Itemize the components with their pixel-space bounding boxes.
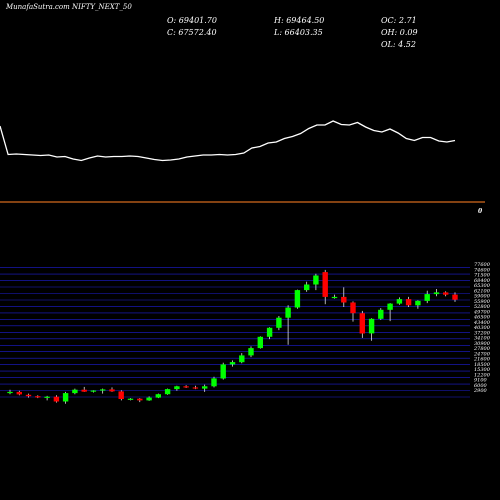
candle-body — [443, 292, 449, 295]
candle-body — [81, 389, 87, 392]
ohlc-ol: OL: 4.52 — [381, 40, 416, 49]
y-tick-label: 49700 — [473, 309, 491, 315]
candle-body — [220, 364, 226, 379]
candle-body — [304, 284, 310, 291]
y-tick-label: 30900 — [474, 341, 491, 347]
ohlc-open: O: 69401.70 — [167, 16, 217, 25]
candle-body — [7, 391, 13, 394]
candle-body — [146, 397, 152, 401]
ohlc-oh: OH: 0.09 — [381, 28, 418, 37]
candle-body — [350, 302, 356, 314]
candle-body — [452, 294, 458, 300]
ohlc-high: H: 69464.50 — [274, 16, 325, 25]
candle-body — [164, 389, 171, 395]
y-tick-label: 9100 — [474, 378, 488, 384]
candle-body — [192, 387, 199, 389]
y-tick-label: 52800 — [474, 304, 491, 310]
symbol-name: NIFTY_NEXT_50 — [72, 3, 132, 11]
candle-body — [16, 391, 22, 395]
site-watermark: MunafaSutra.com NIFTY_NEXT_50 — [6, 3, 132, 11]
site-name: MunafaSutra.com — [6, 3, 70, 11]
candle-body — [35, 396, 41, 398]
candle-body — [25, 394, 32, 397]
candle-body — [257, 336, 263, 349]
candle-body — [202, 386, 208, 389]
candle-body — [266, 327, 273, 337]
candle-body — [211, 378, 217, 387]
candle-body — [109, 389, 115, 392]
y-tick-label: 65300 — [474, 283, 491, 289]
y-tick-label: 18500 — [474, 362, 491, 368]
candle-body — [424, 294, 430, 301]
candle-body — [313, 275, 319, 285]
candle-body — [294, 290, 301, 308]
candle-body — [378, 309, 384, 319]
y-tick-label: 62100 — [474, 288, 491, 294]
candle-body — [322, 272, 328, 297]
y-tick-label: 68400 — [474, 278, 491, 284]
candle-body — [183, 386, 189, 388]
candle-body — [127, 398, 134, 400]
candle-body — [359, 313, 365, 334]
candle-body — [90, 390, 97, 392]
candle-body — [118, 391, 124, 399]
ohlc-oc: OC: 2.71 — [381, 16, 417, 25]
y-tick-label: 55900 — [474, 299, 491, 305]
candle-body — [174, 386, 180, 390]
candle-body — [405, 299, 412, 306]
y-tick-label: 40300 — [473, 325, 491, 331]
y-tick-label: 15300 — [474, 367, 491, 373]
y-tick-label: 6000 — [474, 383, 488, 389]
y-tick-label: 43400 — [473, 320, 491, 326]
y-tick-label: 34100 — [474, 336, 491, 342]
candle-body — [137, 398, 143, 401]
candle-body — [72, 389, 78, 394]
candle-body — [248, 348, 254, 356]
y-tick-label: 37200 — [474, 330, 491, 336]
y-tick-label: 21600 — [473, 357, 491, 363]
y-tick-label: 2900 — [473, 388, 488, 394]
y-tick-label: 59000 — [474, 294, 491, 300]
candle-body — [341, 296, 347, 303]
indicator-line — [0, 120, 456, 162]
candle-body — [239, 355, 245, 363]
y-tick-label: 71500 — [474, 273, 491, 279]
candle-body — [155, 394, 161, 398]
candle-body — [396, 299, 403, 304]
y-tick-label: 46500 — [473, 315, 491, 321]
candle-body — [285, 307, 291, 318]
candle-body — [415, 300, 421, 306]
y-tick-label: 77600 — [474, 262, 491, 268]
candle-body — [229, 362, 236, 365]
candle-body — [368, 318, 375, 334]
y-tick-label: 24700 — [473, 351, 491, 357]
candle-body — [387, 303, 393, 310]
candle-body — [433, 292, 440, 295]
candle-body — [53, 396, 60, 402]
candle-body — [44, 396, 50, 398]
ohlc-close: C: 67572.40 — [167, 28, 217, 37]
candle-body — [100, 389, 106, 391]
y-tick-label: 74600 — [474, 267, 491, 273]
candle-body — [331, 296, 338, 299]
y-tick-label: 27800 — [473, 346, 491, 352]
y-tick-label: 12200 — [474, 372, 491, 378]
candle-body — [276, 317, 282, 328]
candle-body — [62, 393, 69, 402]
ohlc-low: L: 66403.35 — [274, 28, 323, 37]
divider-marker: 0 — [478, 208, 483, 215]
